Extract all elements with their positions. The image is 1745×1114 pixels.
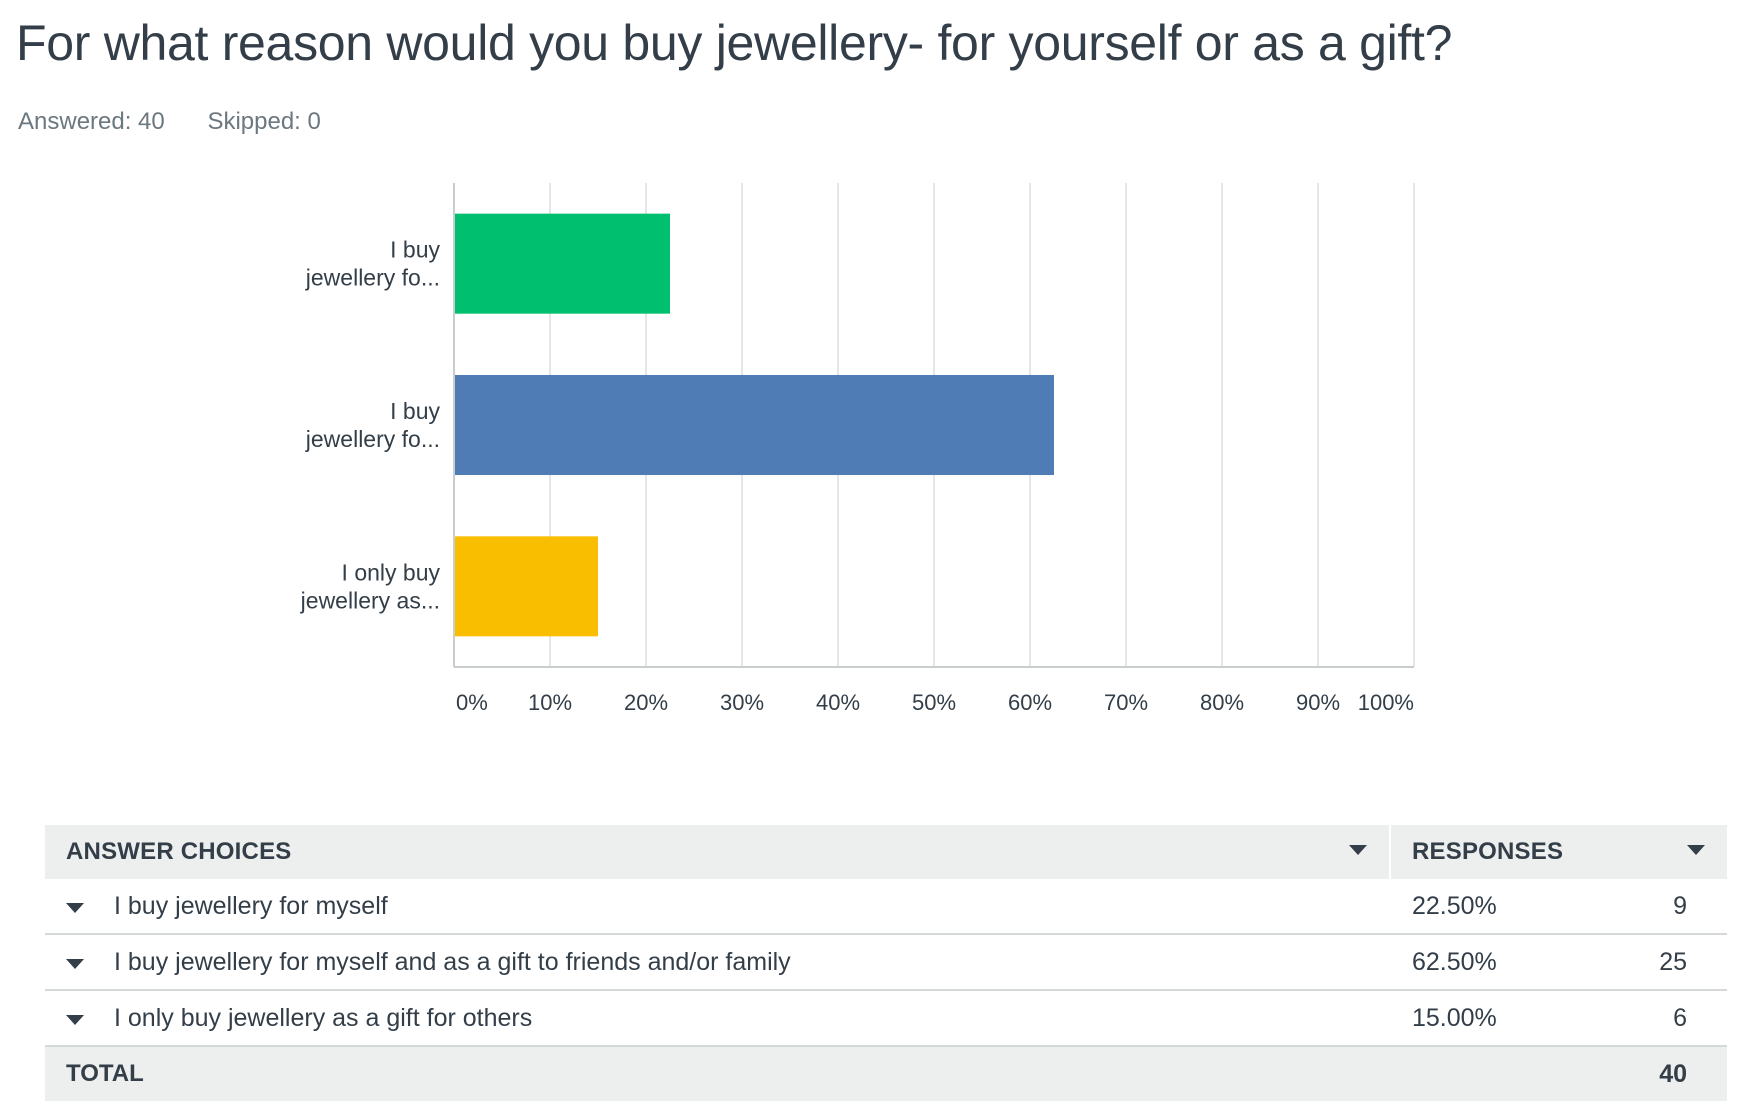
x-tick-label: 0% bbox=[456, 690, 488, 715]
total-count: 40 bbox=[1659, 1059, 1687, 1088]
answer-choice-text: I buy jewellery for myself and as a gift… bbox=[114, 947, 791, 976]
response-count: 9 bbox=[1673, 891, 1687, 920]
skipped-count: Skipped: 0 bbox=[207, 108, 321, 135]
x-tick-label: 80% bbox=[1200, 690, 1244, 715]
total-label: TOTAL bbox=[66, 1060, 144, 1087]
category-label: jewellery fo... bbox=[305, 426, 440, 452]
x-tick-label: 10% bbox=[528, 690, 572, 715]
sort-caret-icon[interactable] bbox=[1687, 845, 1705, 855]
answer-choice-cell: I only buy jewellery as a gift for other… bbox=[45, 1004, 1391, 1033]
category-label: I only buy bbox=[342, 559, 441, 585]
table-row: I only buy jewellery as a gift for other… bbox=[45, 991, 1727, 1047]
response-count: 25 bbox=[1659, 947, 1687, 976]
bar-chart: 0% 10% 20% 30% 40% 50% 60% 70% 80% 90% 100%I buyje… bbox=[300, 183, 1415, 715]
table-total-row: TOTAL 40 bbox=[45, 1047, 1727, 1101]
category-label: jewellery as... bbox=[300, 587, 440, 613]
category-label: jewellery fo... bbox=[305, 265, 440, 291]
bar bbox=[455, 213, 670, 314]
answer-choice-text: I buy jewellery for myself bbox=[114, 891, 388, 920]
response-percent: 62.50% bbox=[1412, 947, 1497, 976]
x-tick-label: 90% bbox=[1296, 690, 1340, 715]
x-tick-label: 100% bbox=[1358, 690, 1414, 715]
table-header: ANSWER CHOICES RESPONSES bbox=[45, 825, 1727, 879]
answered-count: Answered: 40 bbox=[18, 108, 165, 135]
x-tick-label: 20% bbox=[624, 690, 668, 715]
response-percent: 15.00% bbox=[1412, 1003, 1497, 1032]
x-tick-label: 70% bbox=[1104, 690, 1148, 715]
answer-choices-table: ANSWER CHOICES RESPONSES I buy jewellery… bbox=[45, 825, 1727, 1101]
x-tick-label: 60% bbox=[1008, 690, 1052, 715]
answer-choice-cell: I buy jewellery for myself bbox=[45, 892, 1391, 921]
table-row: I buy jewellery for myself 22.50% 9 bbox=[45, 879, 1727, 935]
expand-caret-icon[interactable] bbox=[66, 902, 84, 913]
question-title: For what reason would you buy jewellery-… bbox=[16, 15, 1453, 71]
column-header-answer-choices[interactable]: ANSWER CHOICES bbox=[45, 825, 1391, 879]
response-stats: Answered: 40 Skipped: 0 bbox=[18, 108, 321, 136]
answer-choice-text: I only buy jewellery as a gift for other… bbox=[114, 1003, 533, 1032]
expand-caret-icon[interactable] bbox=[66, 1014, 84, 1025]
category-label: I buy bbox=[390, 398, 440, 424]
x-tick-label: 40% bbox=[816, 690, 860, 715]
category-label: I buy bbox=[390, 237, 440, 263]
answer-choice-cell: I buy jewellery for myself and as a gift… bbox=[45, 948, 1391, 977]
column-header-label: ANSWER CHOICES bbox=[66, 838, 292, 865]
table-row: I buy jewellery for myself and as a gift… bbox=[45, 935, 1727, 991]
column-header-responses[interactable]: RESPONSES bbox=[1391, 825, 1727, 879]
response-count: 6 bbox=[1673, 1003, 1687, 1032]
x-tick-label: 30% bbox=[720, 690, 764, 715]
bar bbox=[455, 536, 598, 637]
response-percent: 22.50% bbox=[1412, 891, 1497, 920]
sort-caret-icon[interactable] bbox=[1349, 845, 1367, 855]
bar bbox=[455, 374, 1054, 476]
expand-caret-icon[interactable] bbox=[66, 958, 84, 969]
x-tick-label: 50% bbox=[912, 690, 956, 715]
column-header-label: RESPONSES bbox=[1412, 838, 1564, 865]
